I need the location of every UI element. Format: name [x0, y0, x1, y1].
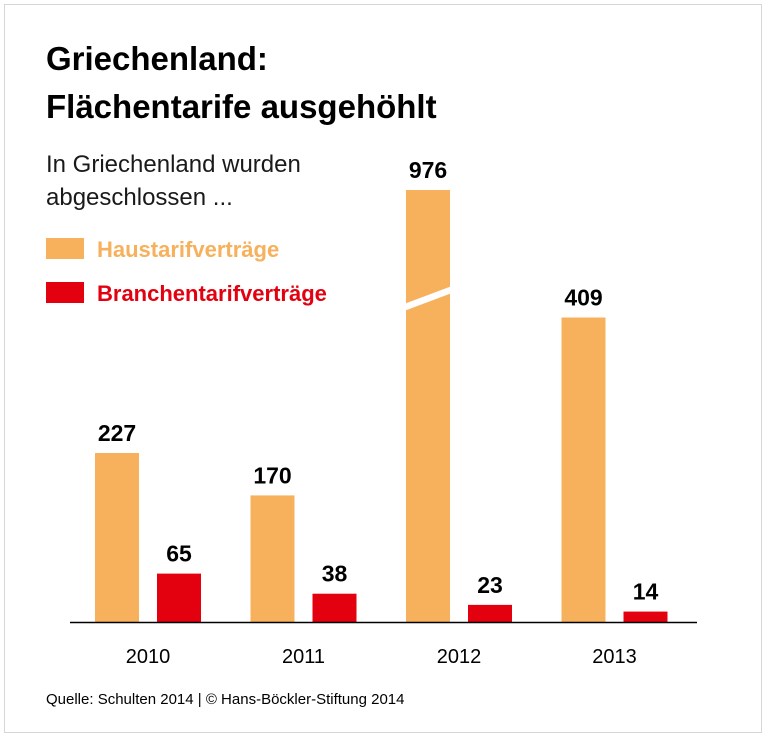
value-label-haus-2010: 227 — [98, 420, 136, 446]
bar-branchen-2011 — [312, 593, 357, 622]
x-tick-label-2012: 2012 — [437, 646, 482, 668]
bar-branchen-2010 — [157, 573, 201, 622]
legend-label-haus: Haustarifverträge — [97, 237, 279, 262]
legend-label-branchen: Branchentarifverträge — [97, 281, 327, 306]
source-note: Quelle: Schulten 2014 | © Hans-Böckler-S… — [46, 691, 404, 708]
axis-break-2012 — [404, 286, 452, 311]
legend-swatch-haus — [46, 238, 84, 259]
bar-haus-2012 — [406, 190, 450, 622]
bar-haus-2013 — [561, 317, 606, 622]
x-tick-label-2013: 2013 — [592, 646, 637, 668]
chart-frame — [4, 4, 762, 733]
value-label-haus-2012: 976 — [409, 157, 447, 183]
bars — [95, 190, 668, 622]
value-label-branchen-2013: 14 — [633, 579, 659, 605]
value-label-haus-2013: 409 — [564, 284, 602, 310]
bar-haus-2011 — [250, 495, 295, 622]
x-tick-label-2010: 2010 — [126, 646, 171, 668]
value-label-haus-2011: 170 — [253, 462, 291, 488]
legend-swatch-branchen — [46, 282, 84, 303]
legend: Haustarifverträge Branchentarifverträge — [46, 237, 327, 306]
value-labels: 227 65 170 38 976 23 409 14 — [98, 157, 659, 605]
bar-branchen-2012 — [468, 604, 512, 622]
bar-haus-2010 — [95, 452, 139, 622]
x-tick-labels: 2010 2011 2012 2013 — [126, 646, 637, 668]
chart-subtitle-line1: In Griechenland wurden — [46, 151, 301, 178]
chart-subtitle-line2: abgeschlossen ... — [46, 184, 233, 211]
x-tick-label-2011: 2011 — [282, 646, 325, 668]
value-label-branchen-2011: 38 — [322, 561, 348, 587]
chart-title-line2: Flächentarife ausgehöhlt — [46, 88, 437, 125]
chart-title-line1: Griechenland: — [46, 40, 268, 77]
value-label-branchen-2010: 65 — [166, 541, 192, 567]
value-label-branchen-2012: 23 — [477, 572, 503, 598]
bar-branchen-2013 — [623, 611, 668, 622]
